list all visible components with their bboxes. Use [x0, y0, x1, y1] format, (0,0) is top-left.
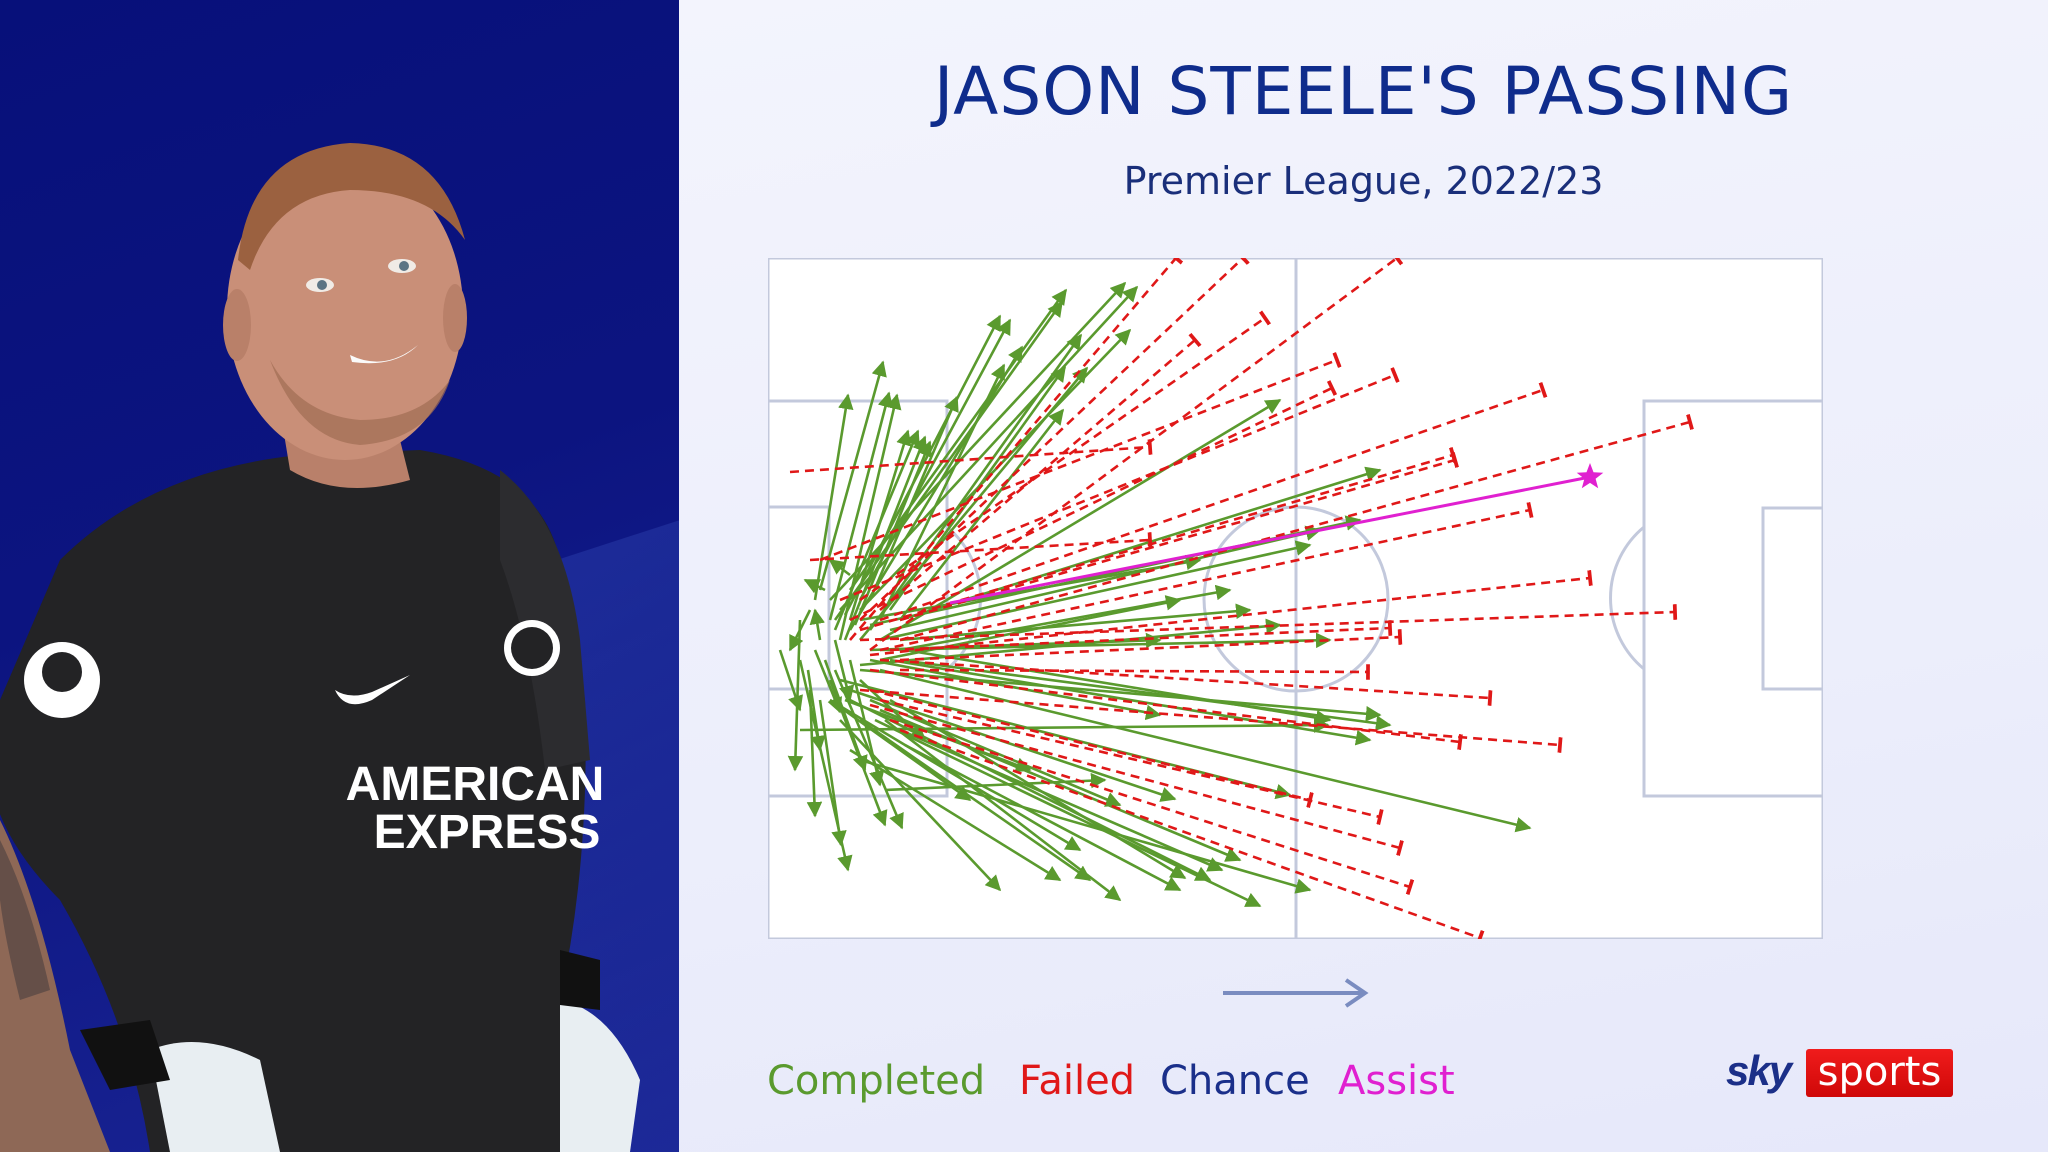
pass-line	[828, 558, 851, 577]
pass-line	[899, 413, 1694, 642]
page-title: JASON STEELE'S PASSING	[933, 53, 1794, 130]
pass-line	[879, 540, 1312, 642]
failed-passes	[789, 258, 1694, 939]
pass-line	[813, 393, 854, 601]
pass-line	[899, 728, 1224, 872]
pass-line	[884, 772, 1107, 792]
pass-line	[869, 258, 1404, 652]
pass-line	[848, 288, 1068, 591]
pass-line	[904, 743, 1182, 892]
pass-line	[859, 758, 1312, 894]
pass-line	[899, 728, 1485, 939]
pass-line	[859, 554, 1202, 622]
pass-line	[803, 578, 826, 594]
svg-text:EXPRESS: EXPRESS	[374, 806, 601, 859]
pass-line	[829, 698, 1082, 852]
sports-wordmark: sports	[1806, 1049, 1953, 1097]
pass-line	[859, 718, 1092, 882]
pass-line	[828, 391, 894, 621]
pass-line	[869, 703, 1404, 857]
legend-chance: Chance	[1160, 1058, 1310, 1104]
pass-line	[859, 310, 1271, 602]
pass-line	[889, 525, 1322, 632]
pass-line	[843, 435, 928, 641]
direction-of-play-arrow-icon	[1223, 978, 1369, 1008]
pass-line	[849, 748, 1062, 882]
pass-line	[899, 664, 1370, 680]
pass-line	[833, 429, 920, 631]
pass-line	[839, 719, 1002, 892]
pass-line	[899, 584, 1232, 652]
player-panel: AMERICAN EXPRESS	[0, 0, 679, 1152]
legend-completed: Completed	[767, 1058, 986, 1104]
pitch-markings	[768, 258, 1823, 939]
pass-line	[889, 718, 1415, 895]
pass-line	[809, 532, 1153, 562]
pass-line	[874, 718, 1262, 908]
pass-line	[898, 408, 1065, 621]
pass-line	[869, 570, 1593, 657]
player-photo: AMERICAN EXPRESS	[0, 143, 640, 1152]
pass-line	[859, 328, 1132, 611]
pass-line	[859, 604, 1678, 642]
pass-line	[788, 609, 812, 652]
pass-line	[818, 360, 887, 591]
pass-line	[899, 629, 1403, 662]
pass-map-pitch	[768, 258, 1823, 939]
pass-line	[879, 398, 1282, 642]
sky-wordmark: sky	[1726, 1047, 1792, 1094]
pass-line	[799, 717, 1330, 733]
pass-line	[869, 688, 1314, 809]
pass-line	[879, 668, 1532, 833]
pass-line	[899, 603, 1252, 642]
pass-line	[868, 395, 959, 601]
pass-line	[813, 649, 842, 714]
pass-line	[833, 639, 855, 702]
svg-text:AMERICAN: AMERICAN	[346, 758, 605, 811]
pass-line	[859, 446, 1458, 632]
pass-line	[789, 439, 1153, 474]
assist-passes	[949, 463, 1604, 605]
pass-line	[839, 367, 1400, 602]
pass-line	[949, 475, 1591, 605]
pass-line	[853, 440, 932, 626]
pass-line	[859, 258, 1250, 621]
pass-line	[806, 669, 826, 752]
sky-sports-logo: sky sports	[1726, 1046, 1956, 1100]
page-subtitle: Premier League, 2022/23	[1123, 159, 1604, 203]
pass-line	[868, 333, 1083, 631]
pass-line	[819, 352, 1342, 562]
pass-line	[889, 658, 1372, 746]
pass-line	[878, 363, 1006, 621]
pass-line	[809, 608, 826, 641]
pass-line	[879, 382, 1548, 622]
assist-star-icon	[1576, 463, 1604, 489]
pass-line	[823, 659, 868, 772]
pass-line	[829, 698, 972, 802]
pass-line	[879, 332, 1202, 611]
pass-line	[859, 688, 1563, 753]
pass-line	[843, 314, 1002, 616]
legend-failed: Failed	[1019, 1058, 1136, 1104]
pass-line	[838, 393, 902, 641]
pass-line	[879, 658, 1493, 706]
legend-assist: Assist	[1338, 1058, 1455, 1104]
pass-line	[798, 659, 853, 872]
pass-line	[778, 649, 803, 712]
pass-line	[889, 620, 1393, 652]
pass-line	[879, 501, 1534, 652]
pass-line	[859, 668, 1382, 722]
